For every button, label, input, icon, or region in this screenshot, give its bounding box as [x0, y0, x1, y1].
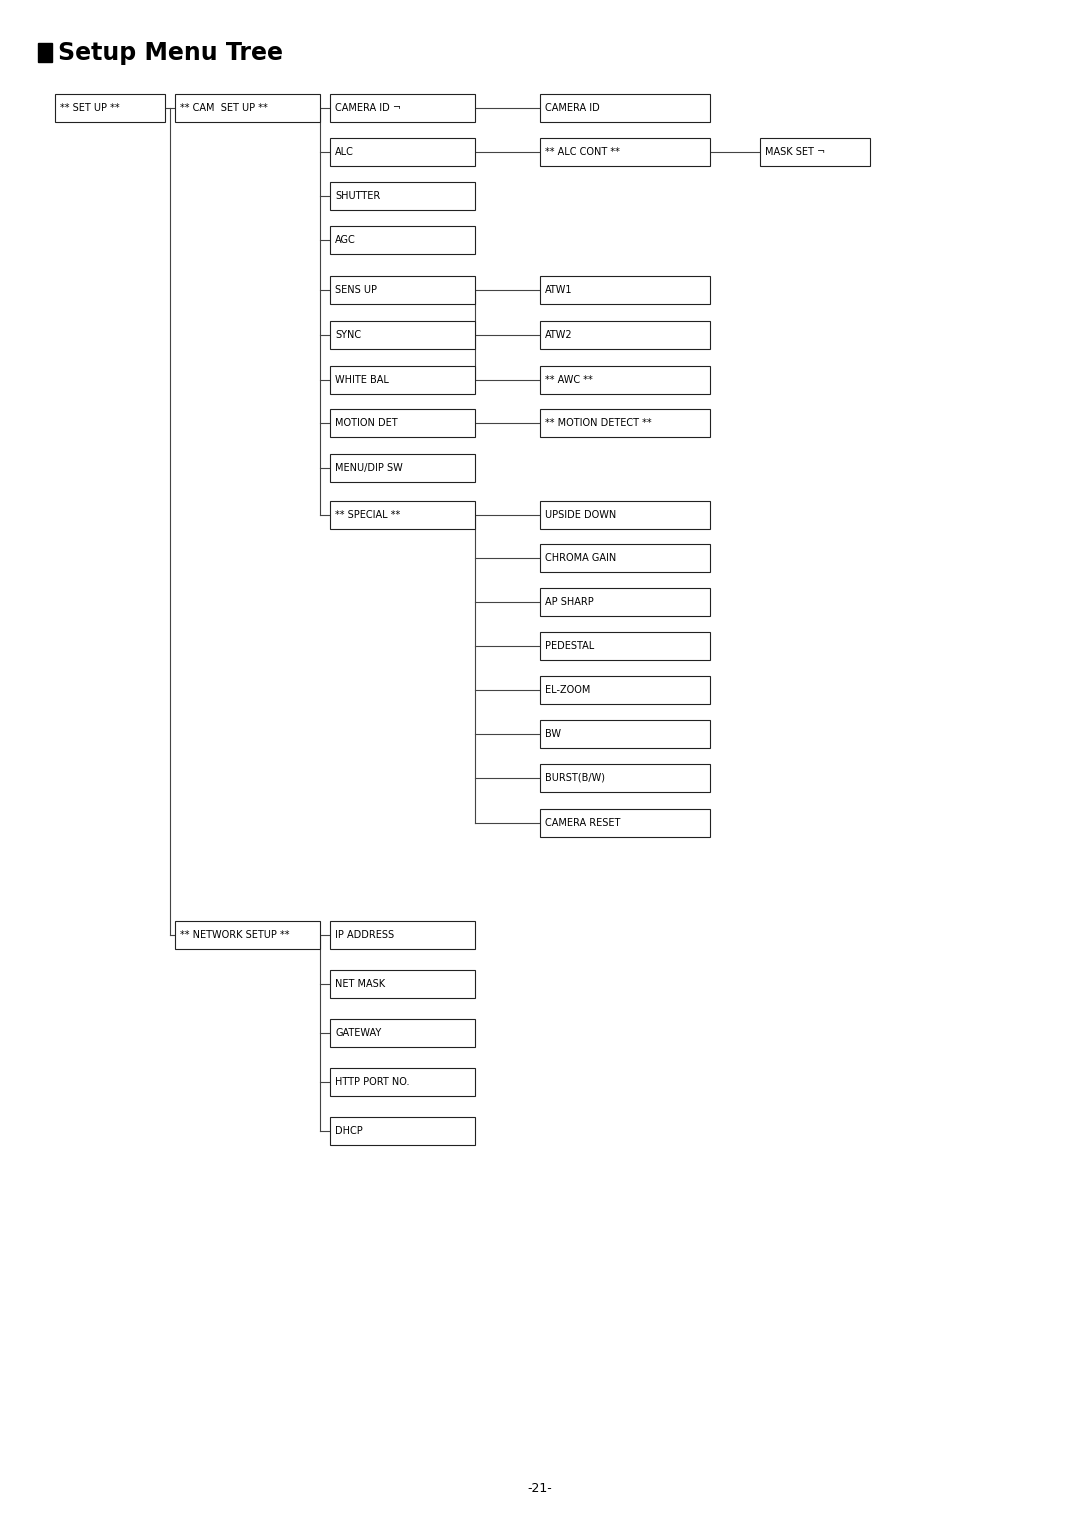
Text: DHCP: DHCP: [335, 1126, 363, 1135]
Text: SENS UP: SENS UP: [335, 285, 377, 295]
Text: PEDESTAL: PEDESTAL: [545, 641, 594, 652]
Text: ** SET UP **: ** SET UP **: [60, 102, 120, 113]
Text: CAMERA ID ¬: CAMERA ID ¬: [335, 102, 401, 113]
Text: ATW1: ATW1: [545, 285, 572, 295]
FancyBboxPatch shape: [330, 320, 475, 349]
Text: MASK SET ¬: MASK SET ¬: [765, 146, 825, 157]
FancyBboxPatch shape: [540, 809, 710, 836]
FancyBboxPatch shape: [330, 971, 475, 998]
FancyBboxPatch shape: [760, 137, 870, 166]
Text: ATW2: ATW2: [545, 330, 572, 340]
Text: MENU/DIP SW: MENU/DIP SW: [335, 462, 403, 473]
Text: HTTP PORT NO.: HTTP PORT NO.: [335, 1077, 409, 1087]
Text: AP SHARP: AP SHARP: [545, 597, 594, 607]
Text: MOTION DET: MOTION DET: [335, 418, 397, 427]
FancyBboxPatch shape: [330, 182, 475, 211]
Text: ** ALC CONT **: ** ALC CONT **: [545, 146, 620, 157]
FancyBboxPatch shape: [540, 588, 710, 617]
Text: BW: BW: [545, 729, 561, 739]
FancyBboxPatch shape: [540, 765, 710, 792]
Text: Setup Menu Tree: Setup Menu Tree: [58, 41, 283, 66]
FancyBboxPatch shape: [540, 543, 710, 572]
FancyBboxPatch shape: [330, 409, 475, 436]
FancyBboxPatch shape: [330, 226, 475, 253]
FancyBboxPatch shape: [540, 720, 710, 748]
FancyBboxPatch shape: [540, 137, 710, 166]
Text: EL-ZOOM: EL-ZOOM: [545, 685, 591, 694]
Text: UPSIDE DOWN: UPSIDE DOWN: [545, 510, 617, 520]
FancyBboxPatch shape: [330, 1117, 475, 1144]
FancyBboxPatch shape: [330, 95, 475, 122]
FancyBboxPatch shape: [540, 95, 710, 122]
FancyBboxPatch shape: [540, 501, 710, 530]
Text: SHUTTER: SHUTTER: [335, 191, 380, 201]
FancyBboxPatch shape: [330, 1019, 475, 1047]
FancyBboxPatch shape: [175, 922, 320, 949]
Text: IP ADDRESS: IP ADDRESS: [335, 929, 394, 940]
Text: GATEWAY: GATEWAY: [335, 1029, 381, 1038]
FancyBboxPatch shape: [55, 95, 165, 122]
Text: NET MASK: NET MASK: [335, 980, 386, 989]
FancyBboxPatch shape: [330, 276, 475, 304]
FancyBboxPatch shape: [330, 922, 475, 949]
Text: ** AWC **: ** AWC **: [545, 375, 593, 385]
FancyBboxPatch shape: [540, 320, 710, 349]
Text: WHITE BAL: WHITE BAL: [335, 375, 389, 385]
FancyBboxPatch shape: [330, 137, 475, 166]
Text: ** MOTION DETECT **: ** MOTION DETECT **: [545, 418, 651, 427]
Text: BURST(B/W): BURST(B/W): [545, 774, 605, 783]
Text: ** SPECIAL **: ** SPECIAL **: [335, 510, 401, 520]
FancyBboxPatch shape: [540, 276, 710, 304]
Text: SYNC: SYNC: [335, 330, 361, 340]
Text: AGC: AGC: [335, 235, 355, 246]
FancyBboxPatch shape: [540, 676, 710, 703]
FancyBboxPatch shape: [175, 95, 320, 122]
FancyBboxPatch shape: [540, 632, 710, 661]
FancyBboxPatch shape: [330, 501, 475, 530]
Text: ** CAM  SET UP **: ** CAM SET UP **: [180, 102, 268, 113]
FancyBboxPatch shape: [330, 1068, 475, 1096]
FancyBboxPatch shape: [540, 366, 710, 394]
Text: ** NETWORK SETUP **: ** NETWORK SETUP **: [180, 929, 289, 940]
Text: CAMERA ID: CAMERA ID: [545, 102, 599, 113]
Bar: [38, 43, 52, 63]
FancyBboxPatch shape: [330, 455, 475, 482]
Text: ALC: ALC: [335, 146, 354, 157]
Text: -21-: -21-: [528, 1482, 552, 1494]
Text: CHROMA GAIN: CHROMA GAIN: [545, 552, 617, 563]
FancyBboxPatch shape: [540, 409, 710, 436]
Text: CAMERA RESET: CAMERA RESET: [545, 818, 620, 829]
FancyBboxPatch shape: [330, 366, 475, 394]
